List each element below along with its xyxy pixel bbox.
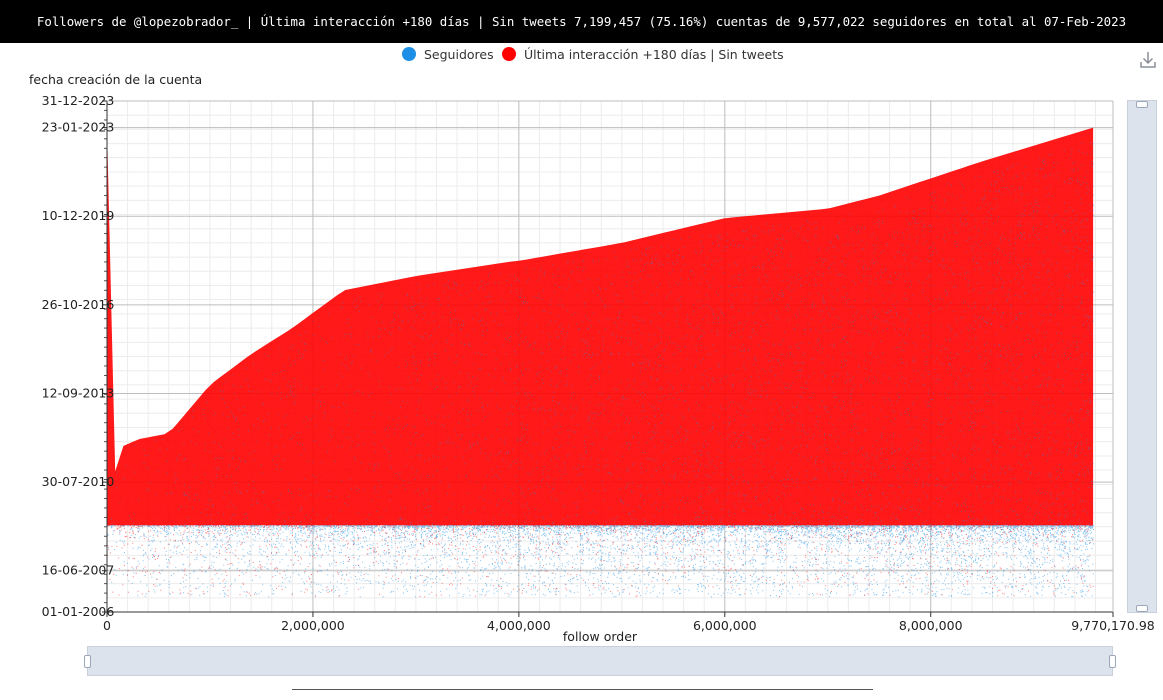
title-bar: Followers de @lopezobrador_ | Última int… [0, 0, 1163, 43]
scatter-points [107, 127, 1095, 598]
horizontal-zoom-handle-right[interactable] [1109, 655, 1116, 668]
scrollbar-track [292, 689, 873, 690]
download-icon[interactable] [1138, 50, 1158, 70]
y-tick-label: 16-06-2007 [42, 563, 115, 578]
series-seguidores-overlay [111, 142, 1094, 526]
series-inactivos-sparse [107, 524, 1094, 598]
y-tick-label: 10-12-2019 [42, 208, 115, 223]
legend-marker-red [502, 47, 516, 61]
series-inactivos-body [107, 127, 1094, 526]
y-tick-labels: 01-01-2006 16-06-2007 30-07-2010 12-09-2013… [42, 93, 115, 619]
x-tick-label: 4,000,000 [487, 618, 551, 633]
legend-label-seguidores: Seguidores [424, 46, 494, 62]
y-tick-label: 30-07-2010 [42, 474, 115, 489]
horizontal-zoom-slider[interactable] [84, 646, 1116, 676]
x-tick-labels: 0 2,000,000 4,000,000 6,000,000 8,000,000 9,7… [103, 618, 1155, 633]
x-tick-label: 0 [103, 618, 111, 633]
chart-title: Followers de @lopezobrador_ | Última int… [36, 14, 1127, 29]
axes [102, 100, 1114, 617]
x-tick-label: 8,000,000 [899, 618, 963, 633]
vertical-zoom-slider[interactable] [1127, 100, 1157, 613]
vertical-zoom-handle-bottom[interactable] [1136, 605, 1148, 612]
y-tick-label: 01-01-2006 [42, 604, 115, 619]
legend-label-inactivos: Última interacción +180 días | Sin tweet… [524, 46, 784, 62]
x-tick-label: 2,000,000 [281, 618, 345, 633]
y-tick-label: 31-12-2023 [42, 93, 115, 108]
legend-marker-blue [402, 47, 416, 61]
x-tick-label: 6,000,000 [693, 618, 757, 633]
x-axis-title: follow order [563, 629, 638, 644]
x-tick-label: 9,770,170.98 [1071, 618, 1155, 633]
horizontal-zoom-handle-left[interactable] [84, 655, 91, 668]
y-tick-label: 23-01-2023 [42, 120, 115, 135]
y-tick-label: 12-09-2013 [42, 385, 115, 400]
legend-item-seguidores[interactable]: Seguidores [402, 45, 494, 63]
vertical-zoom-handle-top[interactable] [1136, 101, 1148, 108]
y-tick-label: 26-10-2016 [42, 297, 115, 312]
legend-item-inactivos[interactable]: Última interacción +180 días | Sin tweet… [502, 45, 784, 63]
y-axis-title: fecha creación de la cuenta [29, 72, 202, 87]
